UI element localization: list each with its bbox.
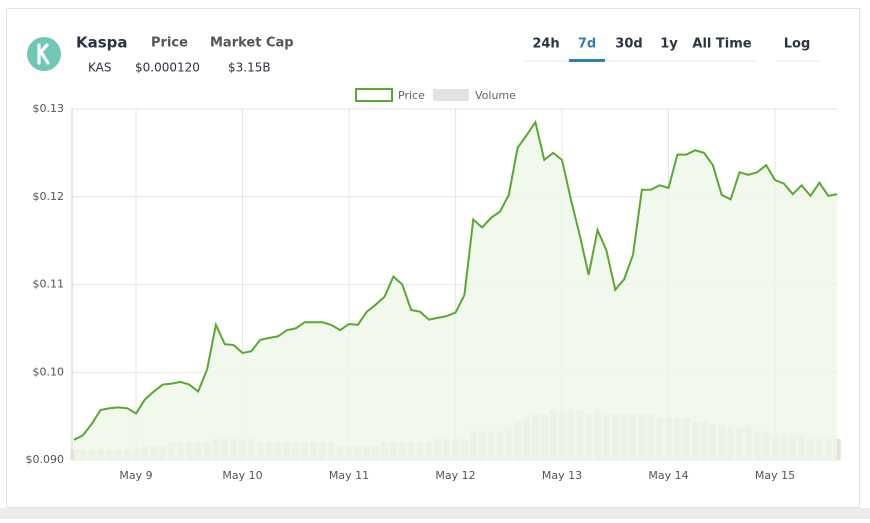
- x-tick-label: May 11: [329, 469, 369, 482]
- volume-bar: [70, 449, 78, 460]
- range-button[interactable]: 24h: [532, 37, 559, 52]
- range-button[interactable]: 1y: [660, 37, 678, 52]
- x-tick-label: May 13: [542, 469, 582, 482]
- x-tick-label: May 12: [435, 469, 475, 482]
- price-label: Price: [151, 36, 188, 51]
- range-button[interactable]: All Time: [692, 37, 751, 52]
- x-tick-label: May 15: [755, 469, 795, 482]
- price-value: $0.000120: [135, 61, 200, 75]
- price-area: [73, 122, 838, 460]
- bottom-band: [0, 508, 870, 519]
- y-tick-label: $0.090: [26, 453, 65, 466]
- coin-name: Kaspa: [76, 34, 128, 52]
- active-indicator: [569, 59, 605, 62]
- legend-label: Volume: [475, 89, 516, 102]
- market-cap-label: Market Cap: [210, 36, 294, 51]
- legend-swatch: [433, 89, 469, 101]
- range-button[interactable]: 7d: [578, 37, 596, 52]
- legend-swatch: [355, 88, 393, 102]
- y-tick-label: $0.13: [33, 102, 65, 115]
- y-tick-label: $0.10: [33, 365, 65, 378]
- price-line: [73, 119, 838, 441]
- x-tick-label: May 14: [648, 469, 688, 482]
- legend-label: Price: [398, 89, 425, 102]
- range-button[interactable]: 30d: [615, 37, 642, 52]
- logo-glyph: [37, 43, 50, 65]
- x-tick-label: May 9: [119, 469, 152, 482]
- coin-symbol: KAS: [88, 61, 111, 75]
- y-tick-label: $0.12: [33, 190, 65, 203]
- market-cap-value: $3.15B: [228, 61, 271, 75]
- y-tick-label: $0.11: [33, 278, 65, 291]
- log-button[interactable]: Log: [784, 37, 811, 52]
- x-tick-label: May 10: [222, 469, 262, 482]
